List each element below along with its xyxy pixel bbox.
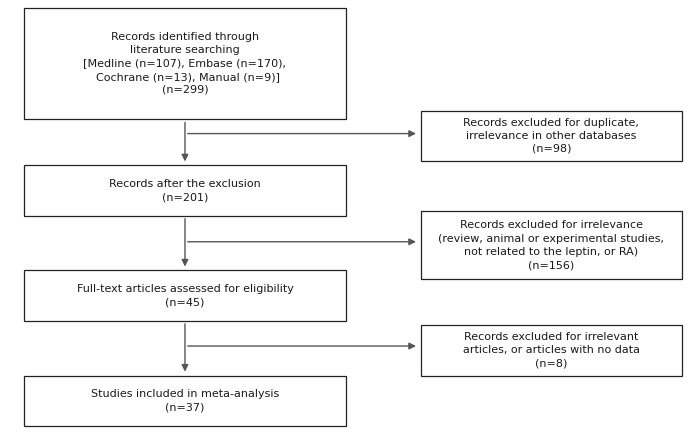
FancyBboxPatch shape bbox=[24, 7, 346, 119]
Text: Records identified through
literature searching
[Medline (n=107), Embase (n=170): Records identified through literature se… bbox=[84, 32, 286, 95]
Text: Records excluded for irrelevance
(review, animal or experimental studies,
not re: Records excluded for irrelevance (review… bbox=[438, 220, 664, 270]
Text: Records excluded for irrelevant
articles, or articles with no data
(n=8): Records excluded for irrelevant articles… bbox=[463, 332, 640, 369]
FancyBboxPatch shape bbox=[24, 375, 346, 426]
Text: Studies included in meta-analysis
(n=37): Studies included in meta-analysis (n=37) bbox=[91, 389, 279, 412]
Text: Full-text articles assessed for eligibility
(n=45): Full-text articles assessed for eligibil… bbox=[77, 284, 293, 307]
FancyBboxPatch shape bbox=[420, 111, 683, 161]
FancyBboxPatch shape bbox=[420, 325, 683, 375]
FancyBboxPatch shape bbox=[420, 212, 683, 279]
Text: Records after the exclusion
(n=201): Records after the exclusion (n=201) bbox=[109, 179, 261, 202]
FancyBboxPatch shape bbox=[24, 271, 346, 321]
FancyBboxPatch shape bbox=[24, 166, 346, 216]
Text: Records excluded for duplicate,
irrelevance in other databases
(n=98): Records excluded for duplicate, irreleva… bbox=[463, 117, 639, 154]
